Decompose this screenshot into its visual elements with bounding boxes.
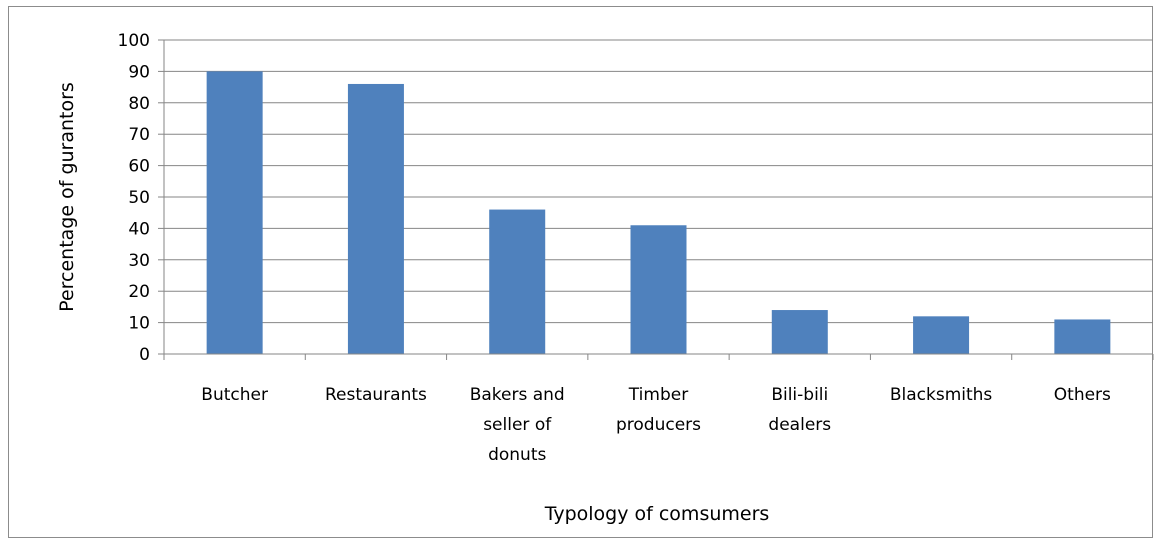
axes xyxy=(158,39,1154,360)
bar xyxy=(771,310,828,354)
y-tick-label: 90 xyxy=(128,62,150,82)
y-tick-label: 60 xyxy=(128,157,150,177)
y-tick-label: 40 xyxy=(128,219,150,239)
y-tick-label: 80 xyxy=(128,94,150,114)
x-category-label: Timber producers xyxy=(616,385,701,435)
y-tick-label: 20 xyxy=(128,282,150,302)
bar xyxy=(630,225,687,354)
y-tick-label: 30 xyxy=(128,251,150,271)
bar xyxy=(1054,319,1111,354)
chart-frame: 0 10 20 30 40 50 60 70 80 90 100 Butcher Restaurant… xyxy=(8,6,1154,538)
x-axis-title: Typology of comsumers xyxy=(544,503,770,525)
bar-chart: 0 10 20 30 40 50 60 70 80 90 100 Butcher Restaurant… xyxy=(56,31,1154,525)
bar xyxy=(206,71,263,355)
y-tick-label: 50 xyxy=(128,188,150,208)
x-category-label: Butcher xyxy=(201,385,268,405)
x-category-label: Bakers and seller of donuts xyxy=(470,385,565,465)
y-tick-label: 0 xyxy=(139,345,150,365)
y-tick-label: 70 xyxy=(128,125,150,145)
y-tick-label: 100 xyxy=(118,31,150,51)
gridlines xyxy=(164,39,1153,324)
x-category-label: Bili-bili dealers xyxy=(768,385,831,435)
y-tick-labels: 0 10 20 30 40 50 60 70 80 90 100 xyxy=(118,31,150,365)
x-category-label: Blacksmiths xyxy=(890,385,993,405)
x-category-label: Restaurants xyxy=(325,385,427,405)
x-category-label: Others xyxy=(1054,385,1111,405)
bar xyxy=(913,316,970,354)
bar xyxy=(489,209,546,354)
bar xyxy=(347,83,404,355)
x-category-labels: Butcher Restaurants Bakers and seller of don… xyxy=(201,385,1111,465)
y-axis-title: Percentage of gurantors xyxy=(56,82,78,312)
y-tick-label: 10 xyxy=(128,314,150,334)
bars xyxy=(206,71,1111,355)
